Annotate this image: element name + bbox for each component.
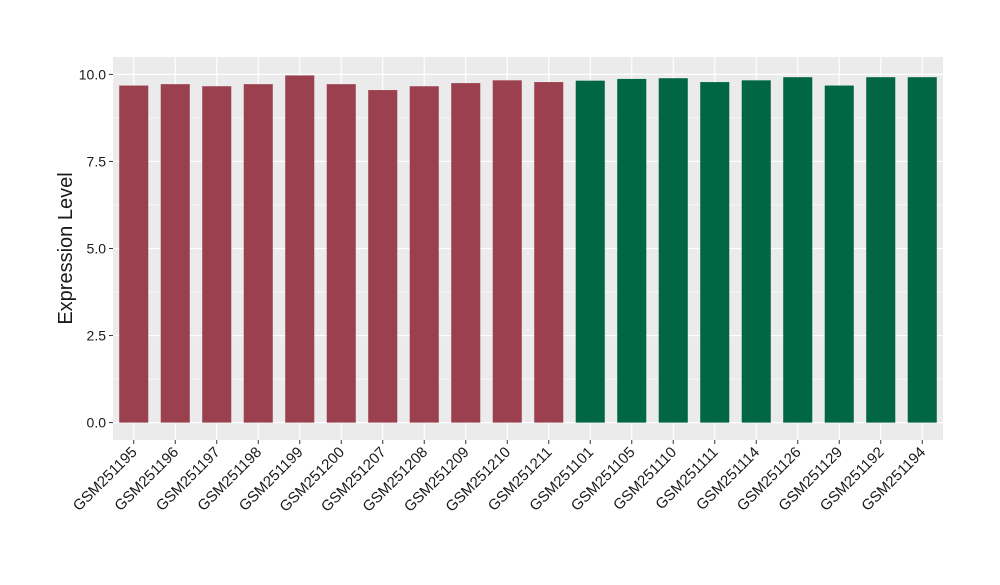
y-tick-label: 2.5 xyxy=(87,328,107,344)
bar-GSM251197 xyxy=(202,86,232,423)
bar-GSM251209 xyxy=(451,83,481,423)
bar-GSM251192 xyxy=(866,77,896,423)
bar-GSM251199 xyxy=(285,75,315,423)
bar-GSM251110 xyxy=(658,78,688,423)
bar-GSM251129 xyxy=(824,85,854,423)
bar-GSM251208 xyxy=(409,86,439,423)
y-axis-label: Expression Level xyxy=(55,172,77,324)
bar-GSM251207 xyxy=(368,90,398,423)
bar-GSM251114 xyxy=(741,80,771,423)
bar-GSM251195 xyxy=(119,85,149,423)
bar-GSM251200 xyxy=(326,84,356,423)
bar-GSM251105 xyxy=(617,78,647,423)
y-tick-label: 0.0 xyxy=(87,415,107,431)
bar-GSM251194 xyxy=(907,77,937,423)
bar-GSM251198 xyxy=(243,84,273,423)
y-tick-label: 10.0 xyxy=(79,66,106,82)
bar-GSM251210 xyxy=(492,80,522,423)
x-axis: GSM251195GSM251196GSM251197GSM251198GSM2… xyxy=(70,440,929,515)
y-tick-label: 5.0 xyxy=(87,241,107,257)
bar-GSM251211 xyxy=(534,82,564,423)
y-tick-label: 7.5 xyxy=(87,153,107,169)
bar-GSM251101 xyxy=(575,80,605,423)
y-axis: 0.0 2.5 5.0 7.5 10.0 xyxy=(79,66,113,431)
bar-GSM251126 xyxy=(783,77,813,423)
bar-GSM251111 xyxy=(700,82,730,423)
bars xyxy=(119,75,937,423)
bar-GSM251196 xyxy=(160,84,190,423)
